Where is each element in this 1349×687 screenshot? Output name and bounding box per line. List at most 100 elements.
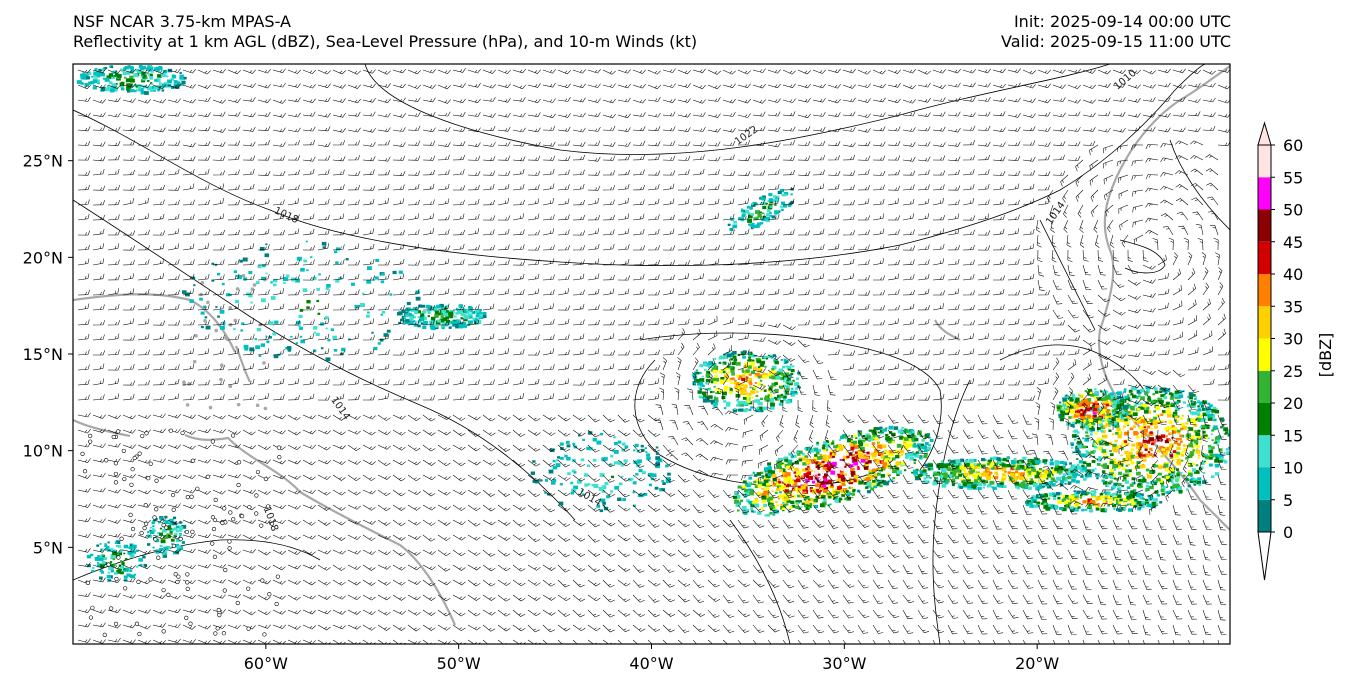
reflectivity-cell xyxy=(1043,462,1046,465)
reflectivity-cell xyxy=(1158,400,1164,404)
reflectivity-cell xyxy=(1117,466,1121,469)
reflectivity-cell xyxy=(842,455,848,460)
calm-wind-marker xyxy=(269,521,275,526)
reflectivity-cell xyxy=(979,479,983,482)
reflectivity-cell xyxy=(1187,484,1191,488)
coastline-segment xyxy=(1097,65,1230,531)
reflectivity-cell xyxy=(743,377,748,381)
reflectivity-cell xyxy=(1100,390,1103,393)
reflectivity-cell xyxy=(1140,451,1143,454)
reflectivity-cell xyxy=(1131,499,1134,501)
reflectivity-cell xyxy=(885,437,890,441)
reflectivity-cell xyxy=(654,486,659,490)
reflectivity-cell xyxy=(1136,461,1141,465)
reflectivity-cell xyxy=(872,476,876,479)
calm-wind-marker xyxy=(185,495,190,500)
reflectivity-cell xyxy=(777,397,781,401)
reflectivity-cell xyxy=(550,448,555,452)
reflectivity-cell xyxy=(1030,465,1035,469)
reflectivity-cell xyxy=(1065,463,1068,466)
reflectivity-cell xyxy=(1115,501,1121,506)
reflectivity-cell xyxy=(532,460,536,463)
reflectivity-cell xyxy=(784,483,786,486)
reflectivity-cell xyxy=(831,488,834,490)
reflectivity-cell xyxy=(839,447,843,451)
reflectivity-cell xyxy=(1171,436,1174,439)
reflectivity-cell xyxy=(306,269,309,272)
calm-wind-marker xyxy=(143,521,149,527)
reflectivity-cell xyxy=(638,468,643,473)
reflectivity-cell xyxy=(991,476,995,479)
reflectivity-cell xyxy=(332,335,337,340)
reflectivity-cell xyxy=(768,198,774,202)
reflectivity-cell xyxy=(891,457,896,461)
reflectivity-cell xyxy=(1153,498,1158,502)
reflectivity-cell xyxy=(863,454,867,457)
reflectivity-cell xyxy=(1098,456,1102,459)
reflectivity-cell xyxy=(1097,446,1102,450)
reflectivity-cell xyxy=(1126,402,1129,405)
reflectivity-cell xyxy=(876,453,879,456)
reflectivity-cell xyxy=(1191,446,1195,449)
reflectivity-cell xyxy=(133,573,136,576)
reflectivity-cell xyxy=(667,472,671,476)
reflectivity-cell xyxy=(623,459,628,463)
reflectivity-cell xyxy=(1104,419,1109,423)
reflectivity-cell xyxy=(791,387,794,390)
reflectivity-cell xyxy=(941,479,945,482)
reflectivity-cell xyxy=(822,444,826,447)
island-dot xyxy=(228,384,233,389)
reflectivity-cell xyxy=(752,359,755,362)
reflectivity-cell xyxy=(797,470,802,474)
reflectivity-cell xyxy=(1122,477,1127,481)
reflectivity-cell xyxy=(1223,460,1228,464)
reflectivity-cell xyxy=(1206,426,1210,430)
calm-wind-marker xyxy=(212,554,218,559)
reflectivity-cell xyxy=(1084,469,1088,473)
reflectivity-cell xyxy=(748,221,752,225)
reflectivity-cell xyxy=(125,568,129,571)
reflectivity-cell xyxy=(774,397,780,401)
reflectivity-cell xyxy=(298,314,303,318)
reflectivity-cell xyxy=(129,88,134,93)
reflectivity-cell xyxy=(959,461,963,464)
reflectivity-cell xyxy=(1140,431,1143,433)
reflectivity-cell xyxy=(786,377,791,381)
reflectivity-cell xyxy=(823,449,827,452)
reflectivity-cell xyxy=(1026,463,1031,466)
reflectivity-cell xyxy=(1085,407,1091,412)
reflectivity-cell xyxy=(461,322,467,326)
reflectivity-cell xyxy=(1069,397,1074,401)
reflectivity-cell xyxy=(1064,482,1067,485)
reflectivity-cell xyxy=(823,486,828,491)
reflectivity-cell xyxy=(157,532,160,535)
reflectivity-cell xyxy=(635,473,639,476)
reflectivity-cell xyxy=(164,520,170,525)
reflectivity-cell xyxy=(1226,451,1230,455)
reflectivity-cell xyxy=(895,461,899,464)
reflectivity-cell xyxy=(741,370,745,373)
reflectivity-cell xyxy=(1107,413,1111,416)
reflectivity-cell xyxy=(791,495,796,499)
wind-barbs xyxy=(77,68,1230,644)
reflectivity-cell xyxy=(955,468,960,473)
reflectivity-cell xyxy=(720,377,725,381)
reflectivity-cell xyxy=(545,479,548,482)
reflectivity-cell xyxy=(1105,395,1111,399)
reflectivity-cell xyxy=(821,446,826,450)
reflectivity-cell xyxy=(959,465,965,469)
reflectivity-cell xyxy=(907,452,912,456)
reflectivity-cell xyxy=(1173,393,1179,398)
reflectivity-cell xyxy=(1061,476,1065,479)
reflectivity-cell xyxy=(795,451,798,454)
reflectivity-cell xyxy=(233,328,236,331)
reflectivity-cell xyxy=(655,456,661,461)
reflectivity-cell xyxy=(415,296,421,301)
reflectivity-cell xyxy=(452,323,456,327)
reflectivity-cell xyxy=(1141,475,1145,479)
reflectivity-cell xyxy=(1064,500,1068,504)
reflectivity-cell xyxy=(745,484,748,486)
reflectivity-cell xyxy=(92,86,97,90)
reflectivity-cell xyxy=(153,85,159,90)
calm-wind-marker xyxy=(227,546,232,551)
